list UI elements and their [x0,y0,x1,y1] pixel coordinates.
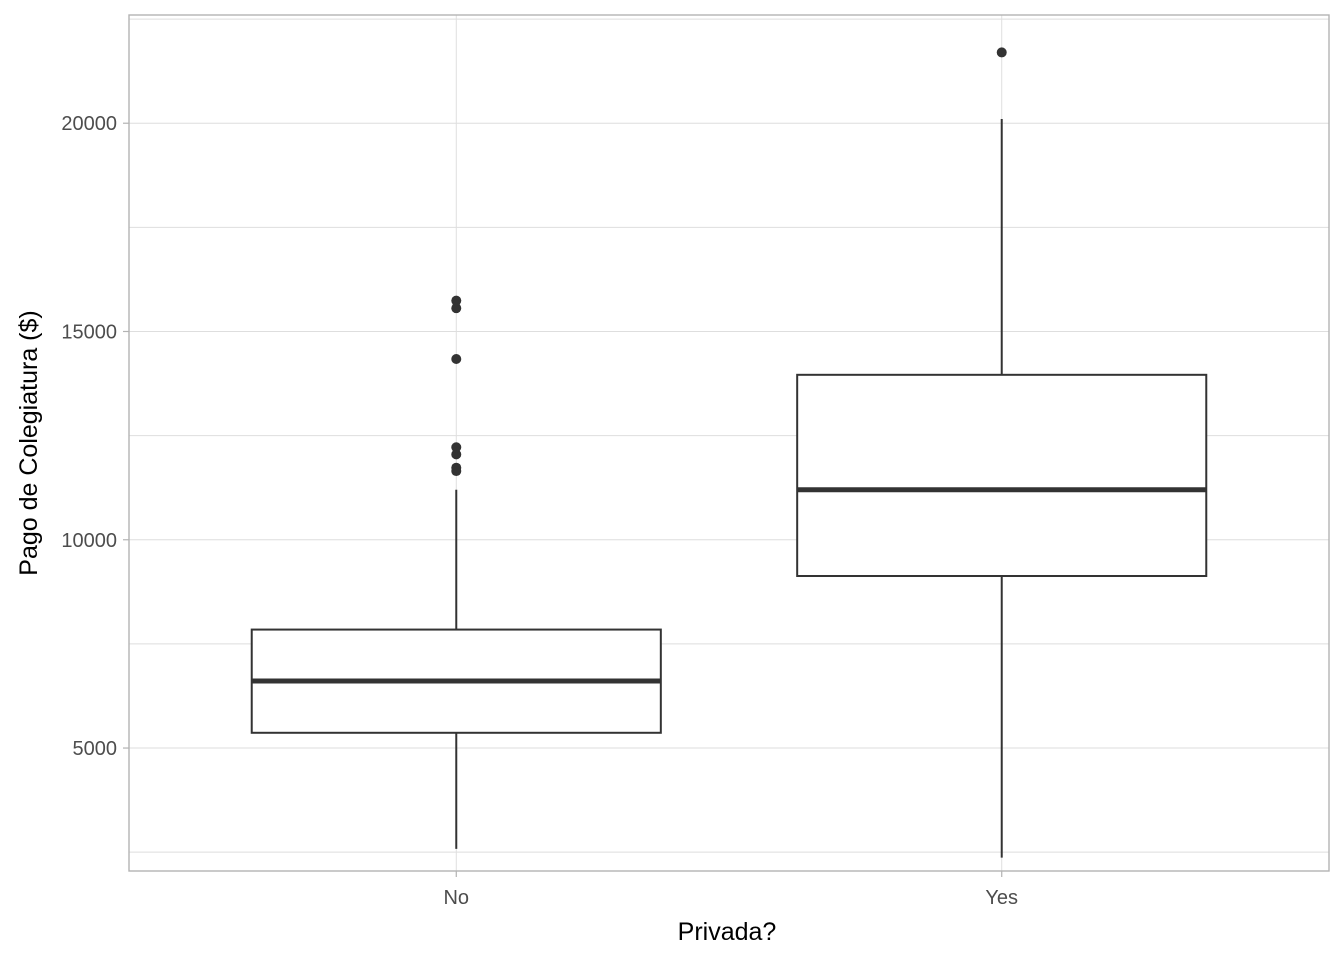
x-axis-ticks: No Yes [443,871,1018,909]
outlier-point [451,442,462,453]
outlier-point [451,295,462,306]
box-iqr [796,373,1208,578]
x-axis-title: Privada? [678,918,777,946]
y-tick-label: 5000 [73,738,118,760]
outlier-point [996,47,1007,58]
boxes [250,47,1208,858]
panel-border [128,14,1330,872]
x-tick-label: Yes [985,887,1018,909]
outlier-point [451,462,462,473]
y-tick-label: 10000 [61,530,117,552]
outlier-point [451,449,462,460]
box-yes [796,47,1208,858]
x-tick-label: No [443,887,469,909]
y-axis-ticks: 5000 10000 15000 20000 [61,113,129,760]
y-axis-title: Pago de Colegiatura ($) [15,310,43,575]
outlier-point [451,353,462,364]
box-no [250,295,662,849]
y-tick-label: 20000 [61,113,117,135]
y-tick-label: 15000 [61,321,117,343]
outlier-point [451,303,462,314]
